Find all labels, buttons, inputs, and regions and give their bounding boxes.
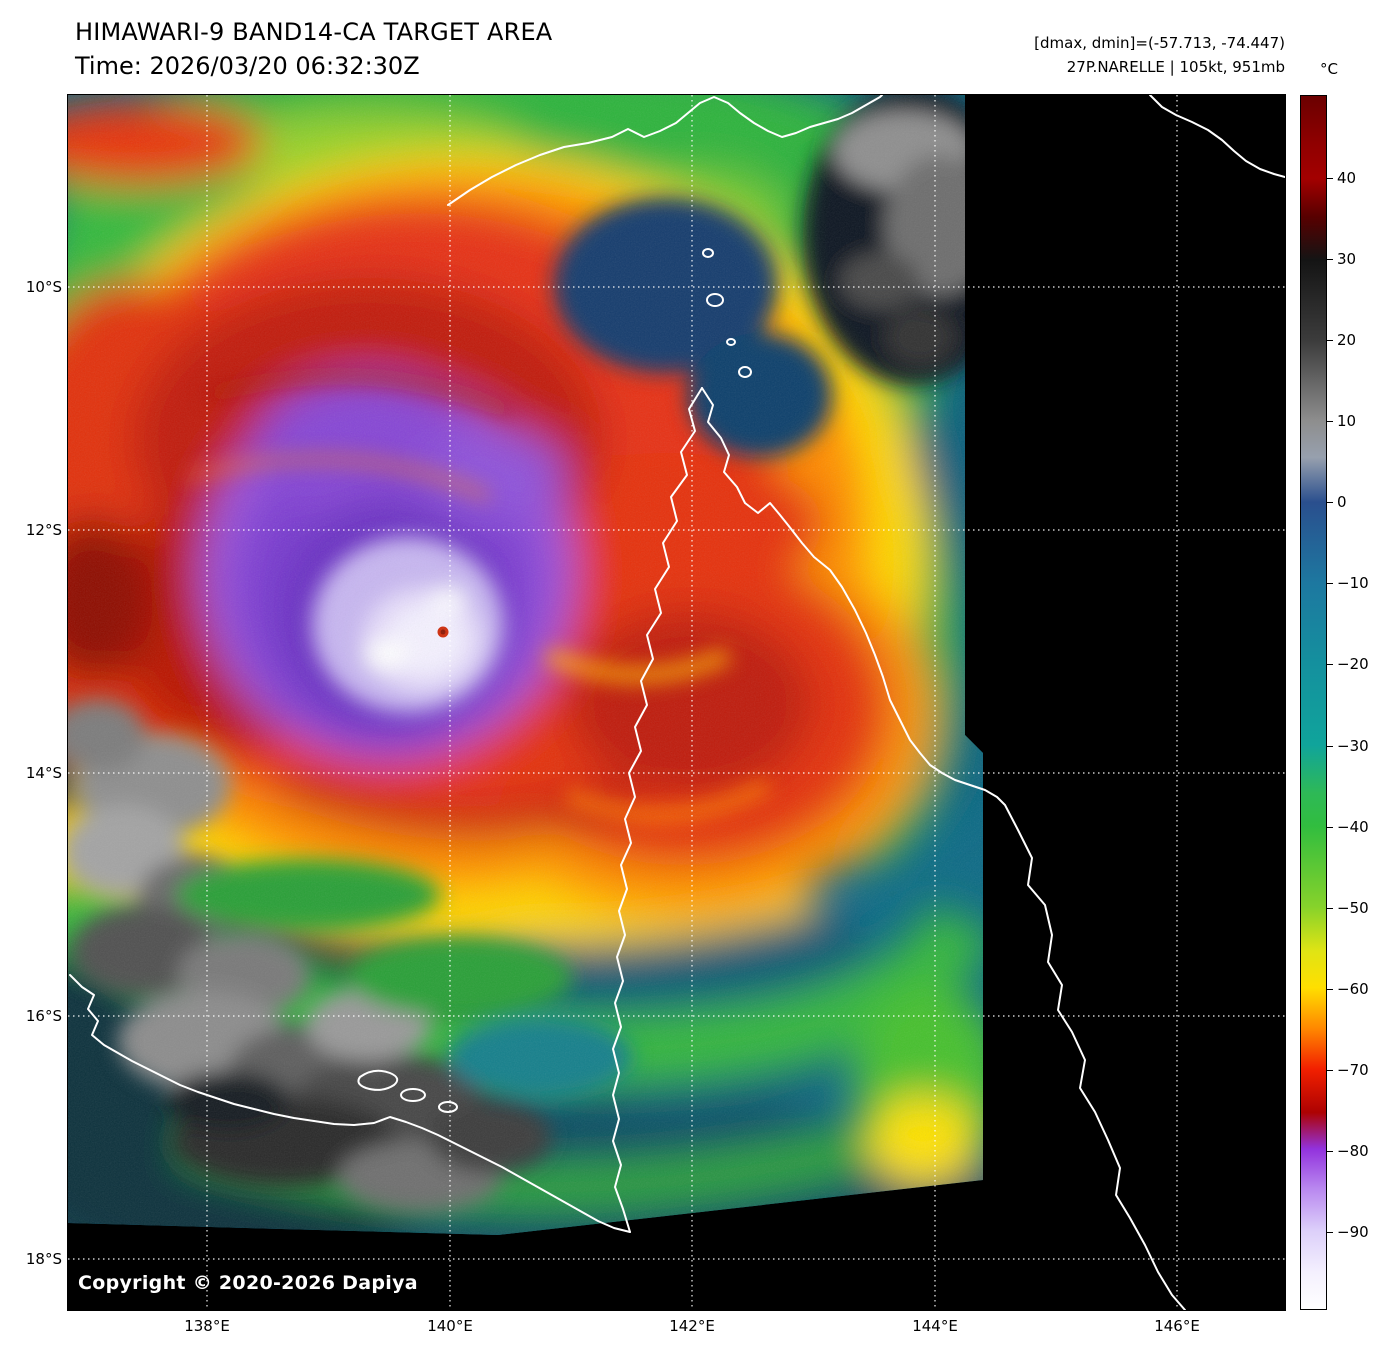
colorbar-tick-m70: −70 (1327, 1060, 1369, 1080)
copyright-watermark: Copyright © 2020-2026 Dapiya (78, 1272, 418, 1294)
lat-label-16s: 16°S (25, 1007, 62, 1025)
colorbar-tick-m20: −20 (1327, 654, 1369, 674)
lon-label-142e: 142°E (669, 1317, 715, 1335)
grain-texture (68, 95, 983, 1235)
lat-label-10s: 10°S (25, 278, 62, 296)
colorbar-tick-30: 30 (1327, 249, 1356, 269)
lon-label-146e: 146°E (1154, 1317, 1200, 1335)
range-info: [dmax, dmin]=(-57.713, -74.447) (1034, 34, 1285, 52)
figure-title: HIMAWARI-9 BAND14-CA TARGET AREA (75, 18, 553, 46)
lat-label-18s: 18°S (25, 1250, 62, 1268)
coastline (69, 95, 1285, 1310)
colorbar-tick-m60: −60 (1327, 979, 1369, 999)
lon-label-138e: 138°E (184, 1317, 230, 1335)
lon-label-140e: 140°E (427, 1317, 473, 1335)
lat-label-14s: 14°S (25, 764, 62, 782)
colorbar-tick-40: 40 (1327, 168, 1356, 188)
colorbar-tick-0: 0 (1327, 492, 1347, 512)
colorbar-tick-m30: −30 (1327, 736, 1369, 756)
lon-label-144e: 144°E (912, 1317, 958, 1335)
lat-label-12s: 12°S (25, 521, 62, 539)
colorbar-tick-m40: −40 (1327, 817, 1369, 837)
colorbar-tick-m10: −10 (1327, 573, 1369, 593)
colorbar (1300, 95, 1327, 1310)
storm-info: 27P.NARELLE | 105kt, 951mb (1066, 58, 1285, 76)
colorbar-tick-10: 10 (1327, 411, 1356, 431)
colorbar-tick-20: 20 (1327, 330, 1356, 350)
colorbar-unit: °C (1320, 60, 1338, 78)
plot-area: Copyright © 2020-2026 Dapiya (67, 94, 1286, 1311)
colorbar-tick-m80: −80 (1327, 1141, 1369, 1161)
colorbar-tick-m90: −90 (1327, 1222, 1369, 1242)
satellite-image (68, 95, 983, 1235)
colorbar-tick-m50: −50 (1327, 898, 1369, 918)
satellite-scene (68, 95, 1285, 1310)
figure-time: Time: 2026/03/20 06:32:30Z (75, 52, 420, 80)
